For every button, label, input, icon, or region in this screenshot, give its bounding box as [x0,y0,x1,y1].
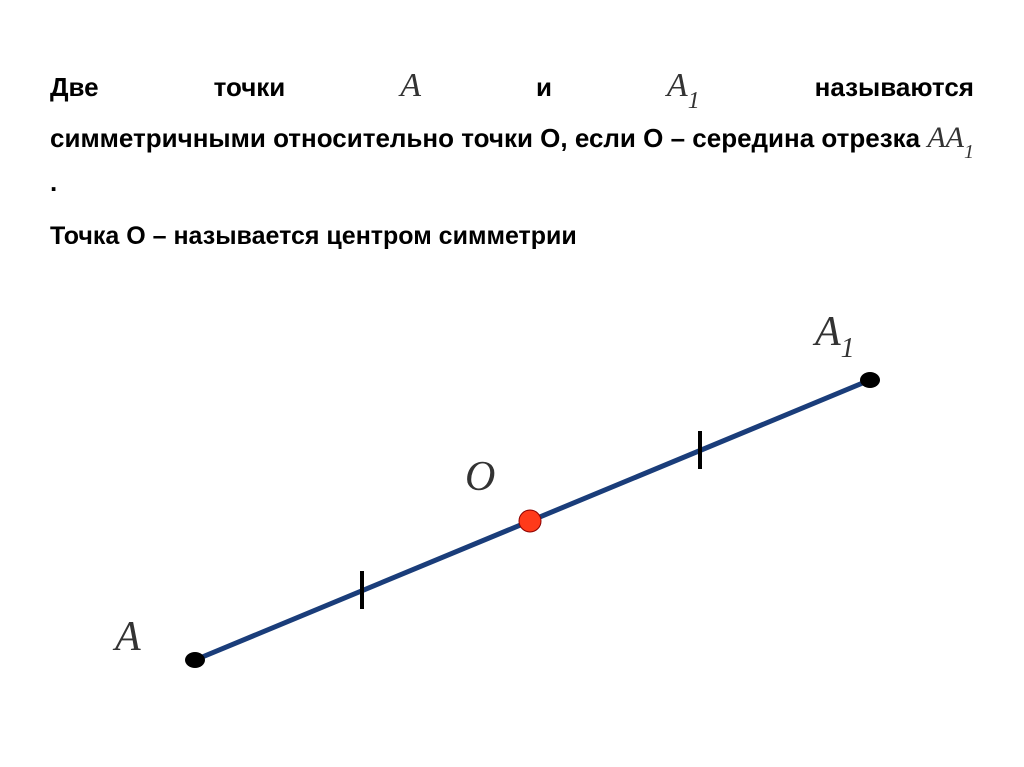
var-A-first: A [400,60,421,111]
point-A1 [860,372,880,388]
word-tochki: точки [214,68,286,107]
label-A: A [112,614,141,660]
word-i: и [536,68,552,107]
center-symmetry-statement: Точка О – называется центром симметрии [50,222,974,251]
definition-line1: Две точки A и A1 называются [50,60,974,115]
definition-paragraph: Две точки A и A1 называются симметричным… [50,60,974,202]
var-AA1: AA1 [927,121,974,154]
symmetry-diagram: A O A1 [0,280,1024,720]
label-A1: A1 [812,309,855,364]
word-dve: Две [50,68,99,107]
label-O: O [465,454,495,500]
definition-line2: симметричными относительно точки О, если… [50,115,974,202]
var-A1-first: A1 [667,60,700,115]
point-A [185,652,205,668]
word-nazyvayutsya: называются [815,68,974,107]
diagram-svg: A O A1 [0,280,1024,720]
point-O [519,510,541,532]
